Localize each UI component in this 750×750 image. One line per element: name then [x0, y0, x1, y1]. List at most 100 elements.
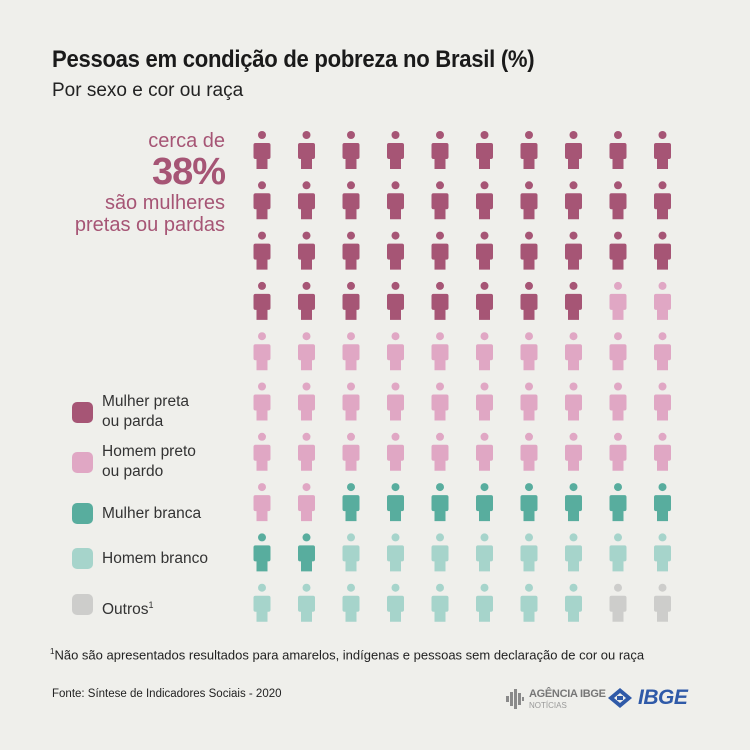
footnote-text: Não são apresentados resultados para ama… — [54, 647, 645, 663]
person-icon — [565, 382, 582, 421]
icon-array-chart — [253, 131, 671, 622]
person-icon — [565, 432, 582, 471]
ibge-name: IBGE — [638, 686, 688, 709]
person-icon — [520, 181, 538, 220]
person-icon — [520, 533, 538, 572]
person-icon — [342, 382, 360, 421]
person-icon — [253, 483, 271, 522]
person-icon — [387, 533, 404, 572]
person-icon — [387, 281, 404, 320]
footnote-mark: 1 — [50, 647, 55, 656]
person-icon — [253, 281, 271, 320]
footnote-mark: 1 — [148, 600, 154, 610]
person-icon — [654, 483, 671, 522]
person-icon — [565, 281, 582, 320]
person-icon — [387, 583, 404, 622]
person-icon — [342, 231, 360, 270]
person-icon — [565, 231, 582, 270]
person-icon — [609, 281, 627, 320]
person-icon — [431, 583, 449, 622]
legend-swatch — [72, 503, 93, 524]
person-icon — [253, 332, 271, 371]
person-icon — [609, 533, 627, 572]
person-icon — [298, 583, 315, 622]
person-icon — [342, 332, 360, 371]
person-icon — [431, 231, 449, 270]
person-icon — [476, 131, 493, 169]
person-icon — [298, 332, 315, 371]
person-icon — [654, 231, 671, 270]
person-icon — [431, 131, 449, 169]
person-icon — [431, 432, 449, 471]
person-icon — [565, 483, 582, 522]
person-icon — [253, 533, 271, 572]
person-icon — [387, 483, 404, 522]
person-icon — [654, 281, 671, 320]
person-icon — [654, 131, 671, 169]
person-icon — [520, 483, 538, 522]
chart-title: Pessoas em condição de pobreza no Brasil… — [52, 46, 535, 73]
person-icon — [253, 583, 271, 622]
person-icon — [609, 483, 627, 522]
person-icon — [387, 332, 404, 371]
legend-label-line2: ou parda — [102, 413, 164, 430]
person-icon — [298, 231, 315, 270]
person-icon — [609, 432, 627, 471]
person-icon — [253, 432, 271, 471]
person-icon — [387, 432, 404, 471]
person-icon — [431, 332, 449, 371]
person-icon — [565, 181, 582, 220]
person-icon — [476, 332, 493, 371]
person-icon — [654, 382, 671, 421]
person-icon — [298, 181, 315, 220]
person-icon — [431, 483, 449, 522]
agencia-ibge-sub: NOTÍCIAS — [529, 701, 567, 710]
highlight-callout: cerca de 38% são mulheres pretas ou pard… — [25, 130, 226, 236]
source-note: Fonte: Síntese de Indicadores Sociais - … — [52, 688, 282, 700]
person-icon — [476, 432, 493, 471]
legend-label: Outros1 — [102, 595, 154, 620]
legend-label: Homem preto ou pardo — [102, 442, 196, 482]
legend-label: Homem branco — [102, 550, 208, 567]
callout-line3: pretas ou pardas — [74, 214, 225, 236]
person-icon — [387, 181, 404, 220]
agencia-ibge-name: AGÊNCIA IBGE — [529, 688, 606, 700]
legend-label: Mulher branca — [102, 505, 202, 522]
legend-label-line1: Homem preto — [102, 443, 196, 460]
person-icon — [565, 583, 582, 622]
person-icon — [342, 131, 360, 169]
person-icon — [520, 131, 538, 169]
person-icon — [654, 181, 671, 220]
person-icon — [298, 131, 315, 169]
person-icon — [342, 281, 360, 320]
person-icon — [476, 231, 493, 270]
person-icon — [298, 483, 315, 522]
person-icon — [342, 583, 360, 622]
legend-label-text: Outros — [102, 601, 149, 619]
legend-swatch — [72, 594, 93, 615]
person-icon — [565, 332, 582, 371]
person-icon — [520, 583, 538, 622]
person-icon — [387, 131, 404, 169]
person-icon — [520, 332, 538, 371]
person-icon — [654, 432, 671, 471]
callout-percent: 38% — [151, 151, 226, 193]
legend-swatch — [72, 452, 93, 473]
person-icon — [387, 382, 404, 421]
person-icon — [342, 432, 360, 471]
person-icon — [298, 382, 315, 421]
person-icon — [342, 181, 360, 220]
person-icon — [431, 181, 449, 220]
legend-label-line1: Mulher preta — [102, 393, 190, 410]
person-icon — [609, 181, 627, 220]
person-icon — [520, 231, 538, 270]
person-icon — [654, 533, 671, 572]
person-icon — [253, 131, 271, 169]
person-icon — [609, 382, 627, 421]
legend-label: Mulher preta ou parda — [102, 392, 189, 432]
legend-swatch — [72, 402, 93, 423]
person-icon — [342, 483, 360, 522]
person-icon — [520, 382, 538, 421]
person-icon — [476, 181, 493, 220]
footnote: 1Não são apresentados resultados para am… — [50, 647, 644, 662]
